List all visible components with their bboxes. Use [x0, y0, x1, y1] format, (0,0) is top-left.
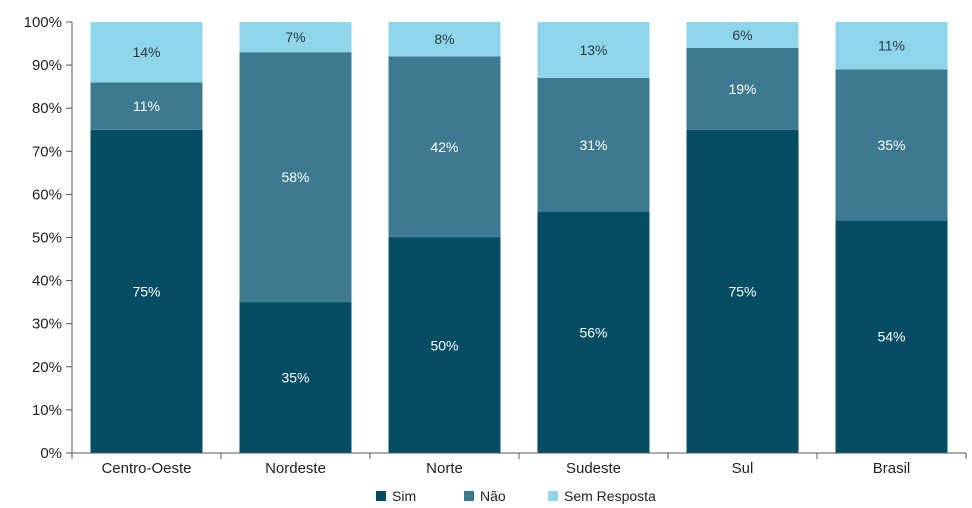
data-label: 42% — [430, 139, 458, 155]
data-label: 58% — [281, 169, 309, 185]
bar-segment-sem-resposta-brasil — [835, 22, 948, 70]
bar-segment-sim-sul — [686, 129, 799, 454]
y-tick-label: 40% — [32, 273, 62, 290]
x-category-label: Centro-Oeste — [101, 460, 191, 477]
bar-segment-sim-centro-oeste — [90, 129, 203, 454]
bar-segment-sim-brasil — [835, 220, 948, 453]
y-tick-label: 70% — [32, 143, 62, 160]
data-label: 31% — [579, 137, 607, 153]
bar-segment-n-o-brasil — [835, 69, 948, 221]
data-label: 11% — [133, 98, 160, 114]
data-label: 8% — [434, 31, 454, 47]
bar-segment-sem-resposta-sudeste — [537, 22, 650, 78]
data-label: 11% — [878, 38, 905, 54]
legend-label: Sim — [392, 488, 416, 504]
legend-swatch-sim — [376, 491, 386, 501]
x-category-label: Brasil — [873, 460, 911, 477]
data-labels-group: 75% 11% 14% 35% 58% 7% 50% 42% 8% 56% 31% 13% 75% 19%… — [132, 27, 905, 386]
bars-group — [90, 22, 948, 454]
bar-segment-sem-resposta-nordeste — [239, 22, 352, 53]
data-label: 6% — [732, 27, 752, 43]
data-label: 75% — [132, 283, 160, 299]
data-label: 54% — [877, 329, 905, 345]
data-label: 7% — [285, 29, 305, 45]
legend: Sim Não Sem Resposta — [376, 488, 656, 504]
bar-segment-sim-nordeste — [239, 302, 352, 453]
bar-segment-n-o-norte — [388, 56, 501, 238]
y-tick-label: 20% — [32, 359, 62, 376]
y-tick-label: 0% — [40, 445, 62, 462]
bar-segment-sim-sudeste — [537, 211, 650, 453]
legend-label: Não — [480, 488, 506, 504]
y-tick-label: 30% — [32, 316, 62, 333]
x-category-label: Nordeste — [265, 460, 326, 477]
y-tick-label: 10% — [32, 402, 62, 419]
data-label: 13% — [579, 42, 607, 58]
x-axis: Centro-Oeste Nordeste Norte Sudeste Sul Brasi… — [71, 452, 967, 477]
data-label: 35% — [281, 370, 309, 386]
legend-swatch-n-o — [464, 491, 474, 501]
bar-segment-sem-resposta-centro-oeste — [90, 22, 203, 83]
y-tick-label: 80% — [32, 100, 62, 117]
y-tick-label: 60% — [32, 186, 62, 203]
bar-segment-n-o-sudeste — [537, 78, 650, 212]
bar-segment-n-o-centro-oeste — [90, 82, 203, 130]
x-category-label: Norte — [426, 460, 463, 477]
data-label: 50% — [430, 337, 458, 353]
data-label: 56% — [579, 324, 607, 340]
bar-segment-sem-resposta-norte — [388, 22, 501, 57]
bar-segment-n-o-sul — [686, 47, 799, 130]
data-label: 14% — [132, 44, 160, 60]
legend-swatch-sem-resposta — [548, 491, 558, 501]
data-label: 35% — [877, 137, 905, 153]
x-category-label: Sudeste — [566, 460, 621, 477]
y-tick-label: 90% — [32, 57, 62, 74]
legend-label: Sem Resposta — [564, 488, 656, 504]
y-axis: 0% 10% 20% 30% 40% 50% 60% 70% 80% 90% 100% — [24, 14, 73, 462]
bar-segment-sem-resposta-sul — [686, 22, 799, 48]
data-label: 75% — [728, 283, 756, 299]
bar-segment-n-o-nordeste — [239, 52, 352, 303]
y-tick-label: 100% — [24, 14, 62, 31]
x-category-label: Sul — [732, 460, 754, 477]
bar-segment-sim-norte — [388, 237, 501, 453]
y-tick-label: 50% — [32, 230, 62, 247]
data-label: 19% — [728, 81, 756, 97]
